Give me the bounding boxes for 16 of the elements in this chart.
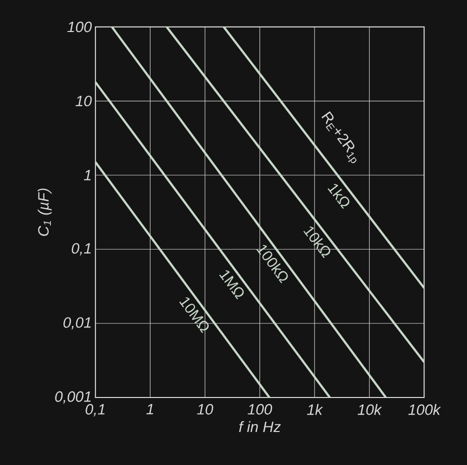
- y-tick-label: 0,01: [63, 317, 91, 330]
- x-tick-label: 10k: [358, 404, 382, 415]
- x-tick-label: 1k: [307, 404, 324, 415]
- x-tick-label: 1: [146, 404, 154, 414]
- x-tick-label: 100: [248, 404, 272, 414]
- y-tick-label: 0,001: [55, 391, 91, 404]
- y-tick-label: 1: [84, 170, 91, 180]
- y-axis-title: C$_{1}$ (µF): [38, 188, 52, 236]
- y-tick-label: 0,1: [72, 242, 91, 256]
- y-tick-label: 10: [76, 96, 92, 106]
- x-tick-label: 0,1: [86, 404, 105, 416]
- x-tick-label: 10: [197, 404, 214, 414]
- text: 1kΩ: [328, 184, 350, 209]
- x-tick-label: 100k: [408, 404, 441, 415]
- y-tick-label: 100: [67, 22, 92, 32]
- x-axis-title: f in Hz: [239, 421, 281, 432]
